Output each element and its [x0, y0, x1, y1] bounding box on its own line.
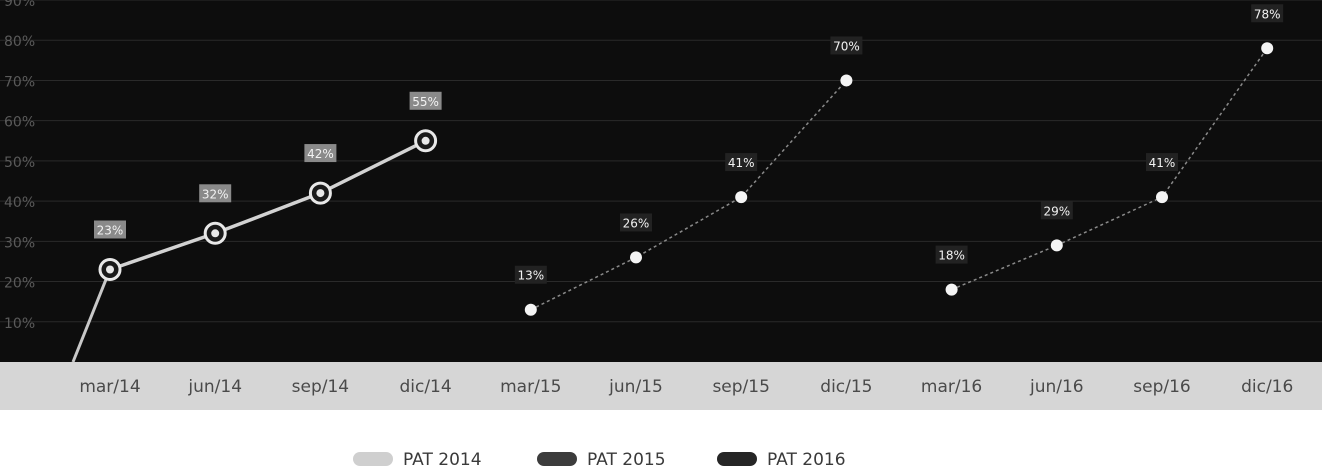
y-axis: 10% 20% 30% 40% 50% 60% 70% 80% 90%	[4, 0, 35, 332]
data-label-box	[199, 184, 232, 203]
data-label-box	[1040, 201, 1073, 220]
y-tick-label: 60%	[4, 115, 35, 131]
data-label-box	[304, 144, 337, 163]
legend: PAT 2014 PAT 2015 PAT 2016	[353, 450, 846, 470]
y-tick-label: 80%	[4, 34, 35, 50]
legend-label: PAT 2016	[767, 450, 846, 470]
x-tick-label: jun/14	[187, 377, 242, 397]
x-tick-label: mar/14	[79, 377, 140, 397]
data-point	[1050, 239, 1063, 252]
data-label: 23%	[97, 223, 124, 237]
data-point	[840, 74, 853, 87]
legend-label: PAT 2015	[587, 450, 666, 470]
legend-swatch	[537, 452, 577, 466]
data-point	[1156, 191, 1168, 204]
plot-background	[0, 0, 1322, 362]
y-tick-label: 40%	[4, 195, 35, 211]
data-label-box	[1251, 4, 1284, 23]
data-label-box	[94, 220, 126, 239]
x-tick-label: mar/15	[500, 377, 561, 397]
data-point	[630, 251, 642, 264]
data-label-box	[514, 265, 547, 284]
series-1: 23% 32% 42% 55%	[71, 91, 442, 363]
x-tick-label: sep/14	[292, 377, 349, 397]
data-label-box	[725, 153, 758, 172]
x-tick-label: sep/16	[1133, 377, 1190, 397]
data-point	[524, 303, 537, 316]
data-point	[735, 191, 748, 204]
legend-swatch	[353, 452, 393, 466]
series-3: 18% 29% 41% 78%	[935, 4, 1284, 296]
x-tick-label: jun/16	[1029, 377, 1084, 397]
legend-swatch	[717, 452, 757, 466]
data-label: 70%	[833, 39, 860, 53]
y-tick-label: 50%	[4, 155, 35, 171]
data-label-box	[830, 36, 863, 55]
x-tick-label: dic/15	[820, 377, 872, 397]
y-tick-label: 30%	[4, 235, 35, 251]
data-label: 26%	[623, 216, 650, 230]
x-tick-label: sep/15	[712, 377, 769, 397]
series-2: 13% 26% 41% 70%	[514, 36, 863, 316]
data-point	[1261, 42, 1274, 55]
series-lead-line	[71, 268, 112, 363]
data-point-core	[421, 136, 430, 145]
legend-item[interactable]: PAT 2016	[717, 450, 846, 470]
data-point-core	[316, 189, 325, 198]
y-tick-label: 10%	[4, 316, 35, 332]
y-tick-label: 70%	[4, 74, 35, 90]
data-point-core	[106, 265, 114, 274]
y-tick-label: 20%	[4, 276, 35, 292]
data-label-box	[409, 91, 442, 110]
series-line	[951, 47, 1268, 291]
data-label: 18%	[938, 249, 965, 263]
x-axis: mar/14 jun/14 sep/14 dic/14 mar/15 jun/15 sep/…	[79, 377, 1293, 397]
y-tick-label: 90%	[4, 0, 35, 10]
data-label: 55%	[412, 95, 439, 109]
data-label: 78%	[1254, 7, 1281, 21]
data-point	[945, 283, 958, 296]
data-point-core	[211, 229, 220, 238]
data-label: 32%	[202, 187, 229, 201]
legend-item[interactable]: PAT 2015	[537, 450, 666, 470]
x-tick-label: dic/16	[1241, 377, 1293, 397]
data-label-box	[935, 245, 968, 264]
x-axis-strip	[0, 362, 1322, 410]
series-line	[109, 139, 427, 272]
data-label: 29%	[1043, 204, 1070, 218]
data-label: 41%	[1149, 156, 1176, 170]
series-group: 23% 32% 42% 55% 13% 26% 41% 70% 18% 29% 41% 78%	[71, 4, 1284, 363]
x-tick-label: jun/15	[608, 377, 663, 397]
legend-label: PAT 2014	[403, 450, 482, 470]
data-label-box	[620, 213, 652, 232]
x-tick-label: dic/14	[399, 377, 451, 397]
data-label: 13%	[517, 269, 544, 283]
data-label: 42%	[307, 147, 334, 161]
legend-item[interactable]: PAT 2014	[353, 450, 482, 470]
data-label: 41%	[728, 156, 755, 170]
x-tick-label: mar/16	[921, 377, 982, 397]
data-label-box	[1146, 153, 1178, 172]
